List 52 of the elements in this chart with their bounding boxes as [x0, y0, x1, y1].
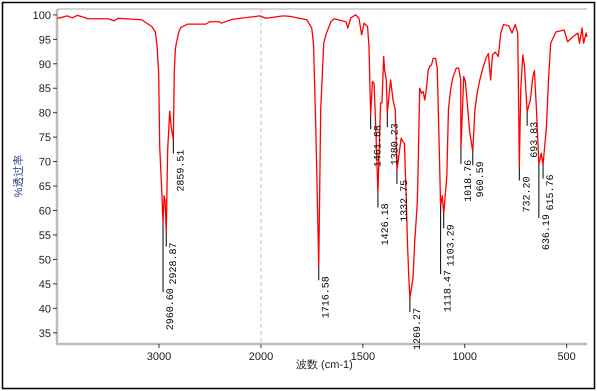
annotation: 732.20 — [522, 176, 534, 212]
y-tick-label: 70 — [38, 156, 51, 169]
annotation: 1716.58 — [322, 276, 333, 318]
annotation: 615.76 — [546, 174, 558, 211]
annotation: 960.59 — [476, 161, 487, 198]
annotation: 636.19 — [542, 214, 553, 250]
y-tick-label: 90 — [38, 58, 51, 71]
annotation: 1461.68 — [370, 114, 385, 168]
x-tick-label: 3000 — [146, 351, 172, 363]
annotation: 1103.29 — [443, 214, 458, 266]
y-tick-label: 100 — [32, 10, 51, 22]
annotation: 1380.23 — [386, 112, 402, 166]
annotation: 1461.68 — [374, 125, 385, 168]
x-tick-label: 1500 — [350, 351, 376, 363]
y-tick-label: 60 — [38, 205, 51, 218]
annotation: 2859.51 — [176, 150, 188, 192]
annotation: 1332.75 — [400, 180, 411, 222]
annotation: 1380.23 — [390, 123, 402, 166]
annotation: 1018.76 — [464, 160, 475, 202]
annotation: 2960.60 — [166, 288, 178, 330]
annotation: 2928.87 — [169, 242, 180, 285]
y-tick-label: 55 — [38, 230, 51, 242]
annotation: 615.76 — [542, 164, 558, 211]
annotation: 1269.27 — [412, 308, 424, 350]
annotation: 1018.76 — [460, 149, 475, 202]
y-tick-label: 45 — [38, 278, 51, 291]
y-axis-title: %透过率 — [12, 154, 25, 198]
annotation: 960.59 — [472, 150, 487, 198]
annotation: 1332.75 — [396, 169, 411, 222]
y-tick-label: 40 — [38, 303, 51, 316]
y-tick-label: 35 — [38, 328, 51, 340]
annotation: 2859.51 — [172, 139, 188, 192]
annotation: 1426.18 — [377, 192, 392, 246]
y-tick-label: 85 — [38, 83, 51, 96]
y-tick-label: 75 — [38, 132, 51, 144]
annotation: 1118.47 — [444, 270, 455, 312]
annotation: 732.20 — [518, 166, 534, 212]
annotation: 693.83 — [530, 122, 542, 158]
annotation: 1103.29 — [446, 224, 458, 266]
annotation: 1269.27 — [409, 298, 424, 350]
y-tick-label: 65 — [38, 181, 51, 194]
x-tick-label: 1000 — [452, 351, 477, 363]
annotation: 693.83 — [526, 111, 542, 158]
x-axis-title: 波数 (cm-1) — [296, 358, 353, 371]
x-tick-label: 2000 — [248, 351, 274, 363]
annotation: 1716.58 — [318, 266, 333, 318]
x-tick-label: 500 — [557, 351, 576, 363]
y-tick-label: 95 — [38, 34, 51, 46]
annotation: 1426.18 — [380, 203, 392, 246]
y-tick-label: 80 — [38, 108, 51, 120]
annotation: 2928.87 — [166, 232, 180, 284]
y-tick-label: 50 — [38, 254, 51, 266]
